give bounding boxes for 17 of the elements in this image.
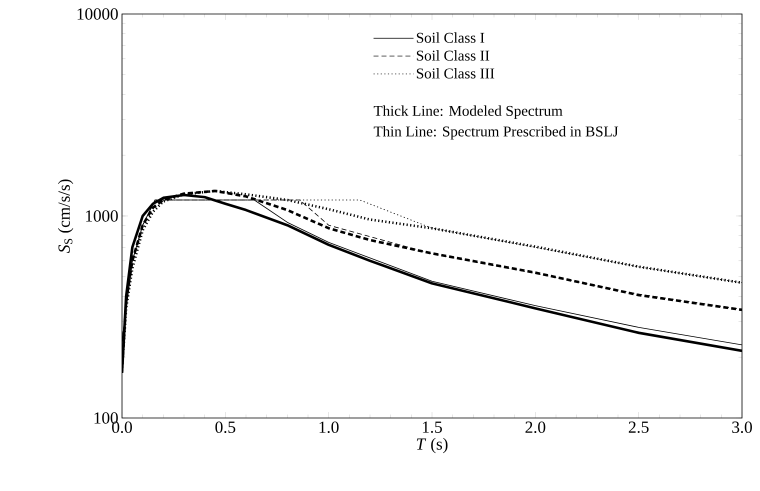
- annotation: Thin Line: Spectrum Prescribed in BSLJ: [374, 126, 618, 140]
- x-tick-label: 0.0: [112, 422, 132, 433]
- y-tick-label: 10000: [78, 8, 118, 20]
- legend-label: Soil Class II: [416, 50, 490, 61]
- x-tick-label: 3.0: [732, 422, 752, 433]
- x-tick-label: 2.0: [526, 422, 546, 433]
- x-tick-label: 2.5: [628, 421, 649, 433]
- x-tick-label: 1.5: [422, 421, 442, 433]
- x-axis-title: T (s): [416, 438, 448, 454]
- y-axis-title: S$_{S}$ (cm/s/s): [58, 180, 74, 253]
- x-tick-label: 1.0: [320, 422, 339, 433]
- x-tick-label: 0.5: [215, 422, 236, 433]
- legend-label: Soil Class I: [416, 32, 484, 43]
- y-tick-label: 1000: [86, 210, 118, 222]
- annotation: Thick Line: Modeled Spectrum: [374, 105, 563, 119]
- legend-label: Soil Class III: [416, 68, 494, 78]
- y-tick-label: 100: [94, 412, 118, 424]
